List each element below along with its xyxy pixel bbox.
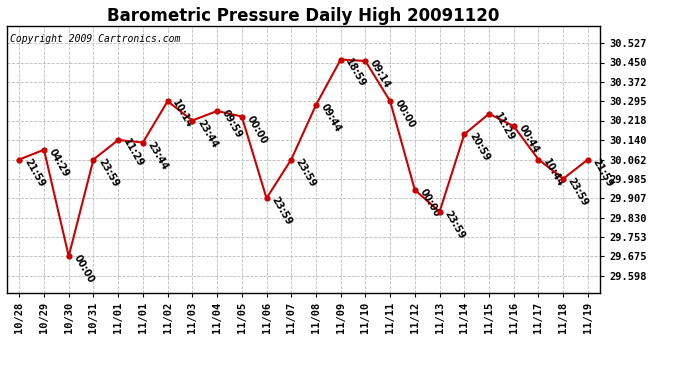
Point — [384, 98, 395, 104]
Text: 09:14: 09:14 — [368, 58, 393, 90]
Title: Barometric Pressure Daily High 20091120: Barometric Pressure Daily High 20091120 — [108, 7, 500, 25]
Text: 00:00: 00:00 — [72, 254, 96, 285]
Text: 23:59: 23:59 — [294, 157, 318, 189]
Point — [39, 147, 50, 153]
Point — [484, 111, 495, 117]
Point — [236, 114, 247, 120]
Point — [63, 253, 75, 259]
Text: 23:59: 23:59 — [442, 209, 466, 241]
Point — [212, 108, 223, 114]
Text: 04:29: 04:29 — [47, 147, 71, 179]
Point — [14, 156, 25, 162]
Point — [261, 195, 272, 201]
Text: 23:44: 23:44 — [146, 140, 170, 172]
Point — [434, 209, 445, 215]
Text: 21:59: 21:59 — [591, 157, 615, 189]
Point — [137, 140, 148, 146]
Point — [310, 102, 322, 108]
Text: 23:59: 23:59 — [96, 157, 120, 189]
Text: 23:59: 23:59 — [566, 176, 590, 208]
Text: 11:29: 11:29 — [492, 111, 516, 143]
Text: 23:59: 23:59 — [269, 195, 293, 227]
Text: 09:44: 09:44 — [319, 102, 343, 134]
Point — [459, 131, 470, 137]
Text: 11:29: 11:29 — [121, 137, 145, 169]
Point — [558, 176, 569, 182]
Text: 00:00: 00:00 — [417, 187, 442, 219]
Text: 10:14: 10:14 — [170, 99, 195, 130]
Point — [335, 57, 346, 63]
Point — [162, 98, 173, 104]
Point — [509, 123, 520, 129]
Text: 20:59: 20:59 — [467, 132, 491, 164]
Point — [533, 156, 544, 162]
Point — [112, 137, 124, 143]
Point — [360, 58, 371, 64]
Text: 00:44: 00:44 — [517, 123, 541, 155]
Point — [409, 187, 420, 193]
Text: Copyright 2009 Cartronics.com: Copyright 2009 Cartronics.com — [10, 34, 180, 44]
Text: 09:59: 09:59 — [220, 108, 244, 140]
Point — [582, 156, 593, 162]
Text: 23:44: 23:44 — [195, 118, 219, 150]
Point — [88, 156, 99, 162]
Text: 00:00: 00:00 — [393, 99, 417, 130]
Text: 18:59: 18:59 — [344, 57, 368, 88]
Text: 00:00: 00:00 — [244, 114, 268, 146]
Text: 10:44: 10:44 — [541, 157, 565, 189]
Text: 21:59: 21:59 — [22, 157, 46, 189]
Point — [286, 156, 297, 162]
Point — [187, 117, 198, 123]
